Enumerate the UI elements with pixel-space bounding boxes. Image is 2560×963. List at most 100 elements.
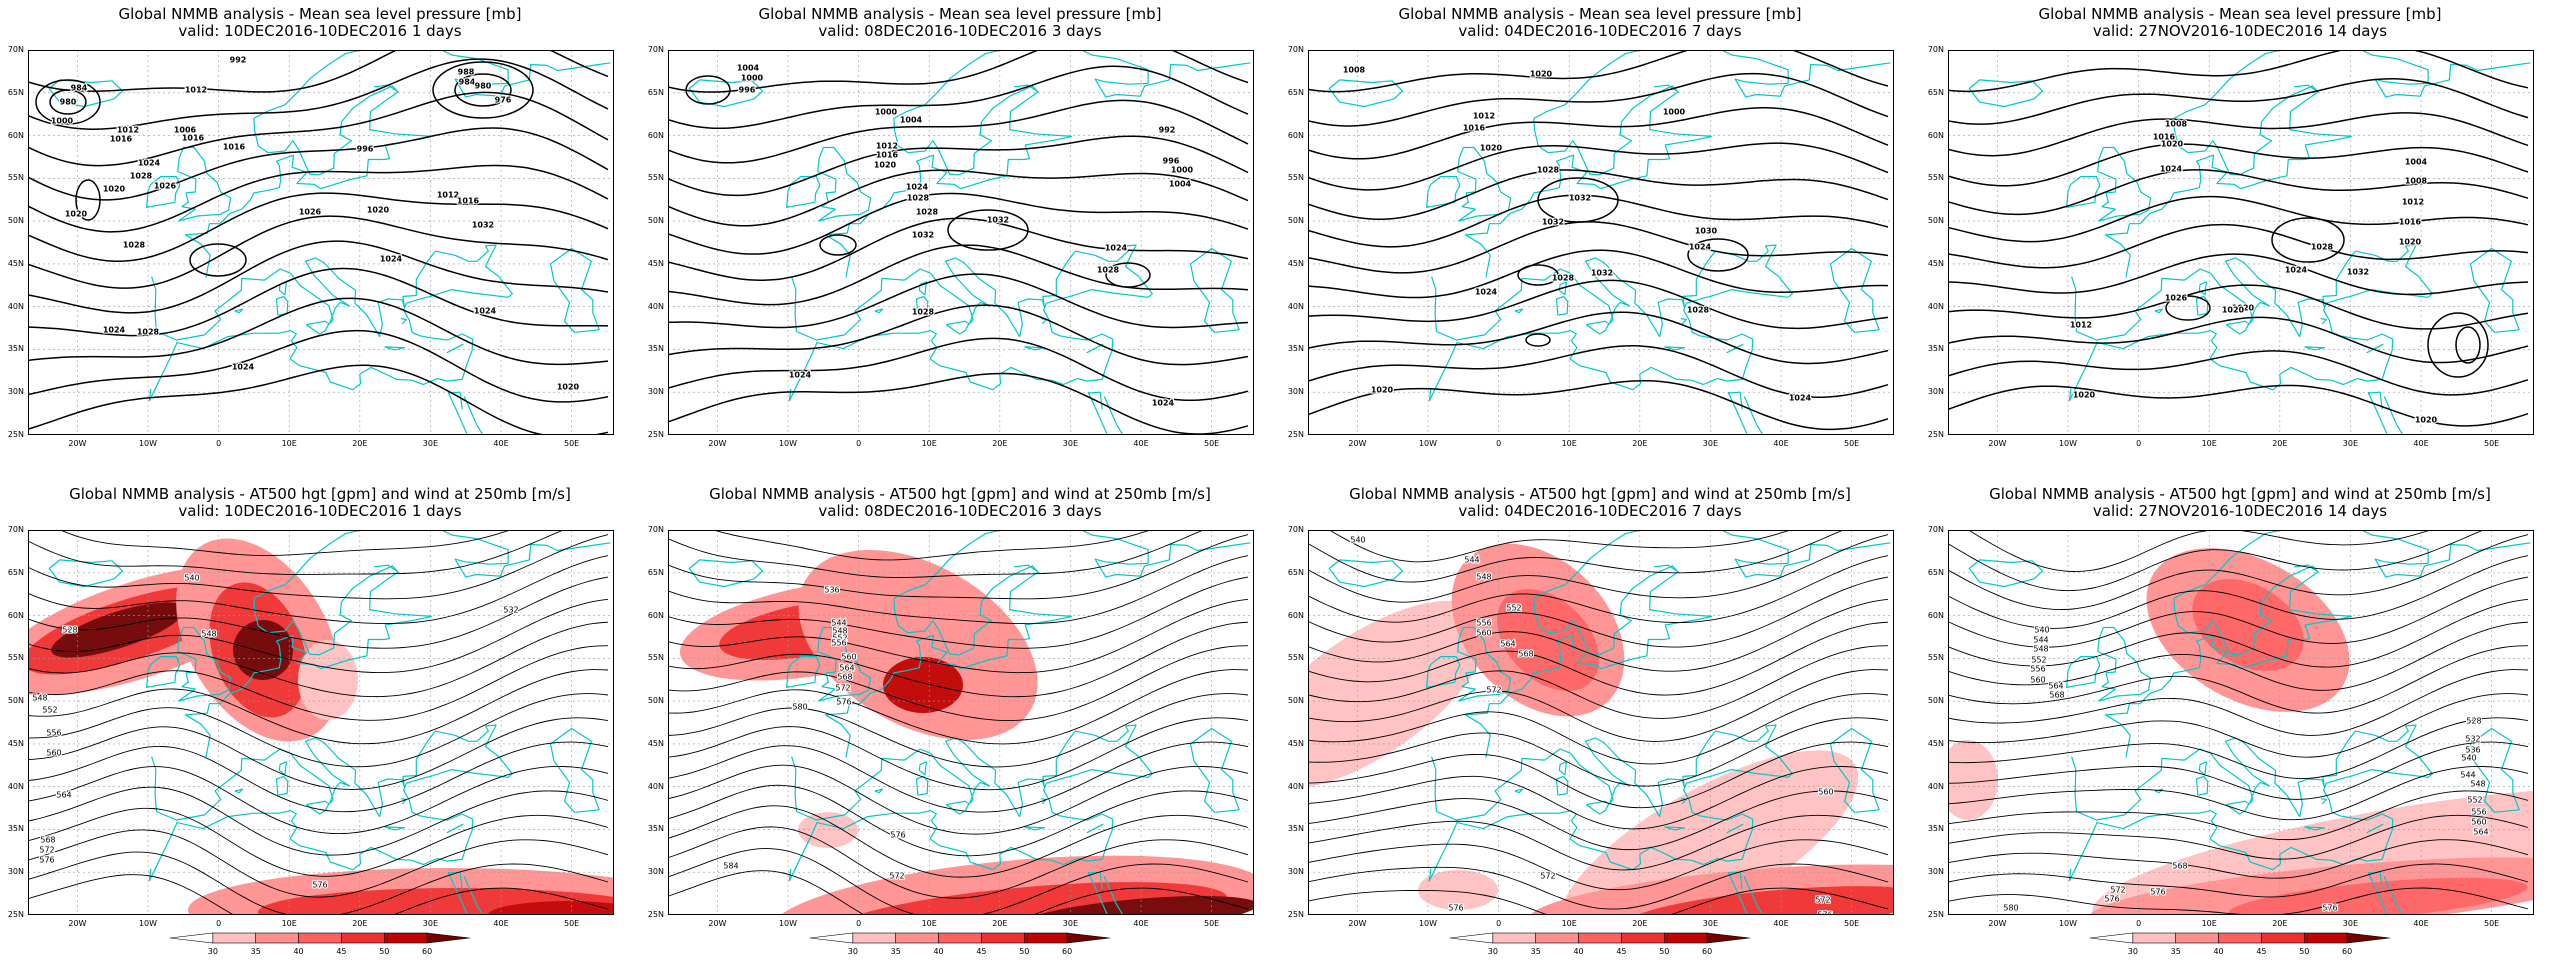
map-canvas: 5405445485525565605645685725605725765725…	[1308, 530, 1894, 915]
map-canvas: 5405445485525565605645685285325365405445…	[1948, 530, 2534, 915]
latitude-tick-label: 55N	[1287, 173, 1304, 183]
latitude-tick-label: 65N	[7, 567, 24, 577]
coastline	[549, 727, 600, 813]
z500-panel-7day: Global NMMB analysis - AT500 hgt [gpm] a…	[1280, 480, 1920, 960]
contour-line	[1948, 50, 2529, 93]
height-contours	[668, 530, 1249, 915]
contour-line	[668, 669, 1249, 745]
coastline	[446, 343, 464, 354]
coastline	[2359, 50, 2531, 98]
contour-line	[28, 127, 609, 201]
contour-line	[28, 555, 609, 625]
coastline	[2366, 343, 2384, 354]
contour-line	[668, 169, 1249, 227]
contour-label: 540	[184, 574, 199, 583]
wind-shade-blob	[51, 602, 185, 658]
contour-line	[1948, 384, 2529, 427]
coastline	[1514, 308, 1524, 314]
contour-labels: 5405445485525565605645685285325365405445…	[2002, 624, 2489, 913]
contour-label: 1032	[2347, 268, 2369, 277]
contour-label: 1000	[1171, 166, 1194, 175]
contour-line	[668, 50, 1249, 93]
contour-line	[1948, 169, 2529, 216]
contour-label: 1028	[123, 241, 146, 250]
contour-ring	[819, 234, 857, 256]
contour-line	[28, 598, 609, 674]
contour-label: 1024	[103, 326, 126, 335]
longitude-tick-label: 30E	[422, 439, 439, 448]
coastline	[893, 530, 1072, 656]
longitude-tick-label: 30E	[422, 919, 439, 928]
coastlines	[688, 50, 1251, 435]
contour-line	[1948, 766, 2529, 821]
lat-lon-grid	[28, 50, 614, 435]
contour-label: 980	[475, 82, 492, 91]
contour-label: 568	[2172, 862, 2187, 871]
contour-line	[1948, 223, 2529, 269]
longitude-tick-label: 10E	[281, 919, 297, 928]
coastline	[1727, 391, 1749, 435]
contour-label: 568	[837, 673, 852, 682]
latitude-tick-label: 60N	[7, 130, 24, 140]
coastline	[278, 761, 287, 776]
contour-label: 572	[889, 872, 904, 881]
contour-label: 560	[1818, 788, 1833, 797]
coastline	[2225, 800, 2250, 815]
coastline	[463, 876, 484, 915]
contour-label: 552	[2467, 796, 2482, 805]
colorbar-tick-label: 60	[1702, 947, 1712, 956]
contour-line	[1948, 645, 2529, 714]
contour-label: 1026	[154, 182, 177, 191]
contour-line	[1328, 530, 1792, 563]
longitude-tick-label: 10W	[778, 439, 798, 448]
coastline	[2383, 876, 2404, 915]
longitude-tick-label: 30E	[2342, 439, 2359, 448]
colorbar-swatch	[1066, 932, 1111, 944]
latitude-tick-label: 65N	[1927, 567, 1944, 577]
contour-label: 1004	[900, 116, 923, 125]
contour-label: 548	[32, 694, 47, 703]
latitude-tick-label: 40N	[647, 781, 664, 791]
wind-shade-blob	[298, 640, 358, 720]
latitude-tick-label: 25N	[647, 910, 664, 919]
longitude-tick-label: 40E	[2413, 439, 2429, 448]
contour-line	[712, 530, 1152, 561]
latitude-tick-label: 30N	[647, 387, 664, 397]
contour-ring	[947, 209, 1029, 251]
contour-label: 556	[2471, 808, 2486, 817]
contour-label: 1020	[367, 206, 390, 215]
contour-label: 1012	[876, 142, 898, 151]
coastline	[148, 330, 463, 402]
coastline	[1328, 79, 1404, 108]
coastline	[1555, 775, 1569, 796]
latitude-tick-label: 45N	[1927, 738, 1944, 748]
coastline	[1189, 727, 1240, 813]
latitude-tick-label: 45N	[7, 258, 24, 268]
colorbar-swatch	[2132, 932, 2177, 944]
coastline	[1514, 788, 1524, 794]
longitude-tick-label: 10W	[2058, 919, 2078, 928]
coastline	[1558, 281, 1567, 296]
contour-label: 532	[2465, 735, 2480, 744]
coastline	[2320, 798, 2327, 805]
contour-label: 560	[46, 749, 61, 758]
contour-label: 1028	[916, 208, 939, 217]
latitude-tick-label: 60N	[1287, 130, 1304, 140]
contour-label: 1028	[130, 172, 153, 181]
contour-label: 540	[2034, 626, 2049, 635]
lat-lon-grid	[1948, 50, 2534, 435]
coastline	[1533, 50, 1712, 176]
height-contours	[1948, 530, 2529, 915]
map-frame	[28, 530, 614, 915]
contour-label: 996	[1163, 157, 1180, 166]
coastline	[2320, 318, 2327, 325]
lat-lon-grid	[1948, 530, 2534, 915]
pressure-contours	[28, 50, 609, 435]
coastline	[1829, 727, 1880, 813]
contour-label: 1012	[2402, 198, 2424, 207]
coastline	[1743, 876, 1764, 915]
map-frame	[1948, 50, 2534, 435]
contour-label: 1024	[789, 371, 812, 380]
coastline	[2366, 823, 2384, 834]
